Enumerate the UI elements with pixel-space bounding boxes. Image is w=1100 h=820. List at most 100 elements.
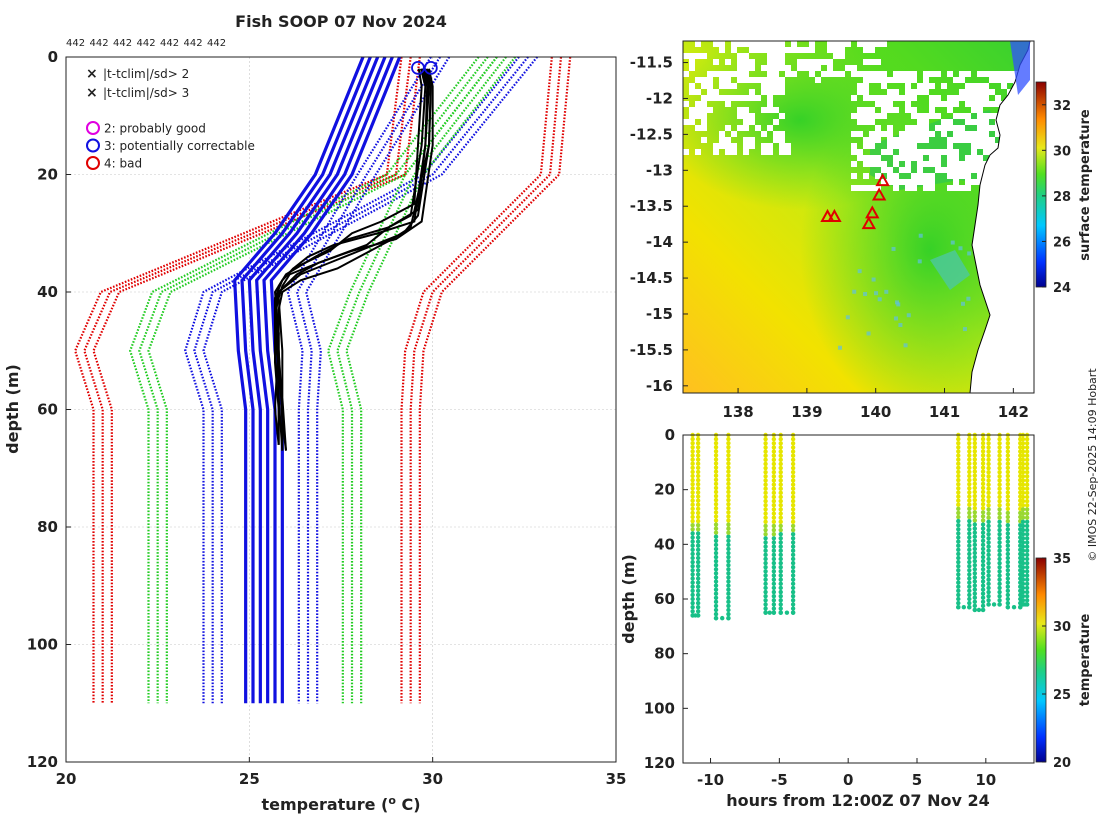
cast-sample-point: [980, 473, 986, 478]
cast-sample-point: [986, 577, 991, 582]
cloud-pixel: [953, 167, 965, 173]
envelope-line-blue: [202, 56, 539, 704]
cast-sample-point: [1020, 486, 1026, 491]
cloud-pixel: [929, 71, 941, 77]
cloud-pixel: [737, 53, 749, 59]
cast-sample-point: [972, 603, 978, 609]
cast-sample-point: [986, 503, 991, 508]
cast-sample-point: [956, 477, 961, 483]
cast-sample-point: [713, 607, 719, 613]
cast-sample-point: [986, 498, 991, 504]
cast-sample-point: [967, 527, 972, 532]
cast-sample-point: [1020, 461, 1026, 467]
cast-sample-point: [956, 469, 961, 475]
cast-sample-point: [1020, 449, 1026, 454]
cast-sample-point: [778, 465, 783, 471]
sst-speckle: [852, 289, 857, 294]
drop-marker-triangle: [865, 205, 880, 219]
cloud-pixel: [689, 83, 695, 89]
cloud-pixel: [695, 125, 701, 131]
cast-sample-point: [997, 598, 1002, 603]
cloud-pixel: [917, 167, 923, 173]
cast-sample-point: [972, 538, 978, 543]
envelope-line-red: [400, 56, 553, 704]
cast-sample-point: [790, 556, 796, 562]
cloud-pixel: [857, 89, 869, 95]
cast-sample-point: [997, 494, 1002, 500]
cloud-pixel: [863, 161, 869, 167]
cast-sample-point: [980, 567, 986, 572]
sst-speckle: [967, 251, 972, 256]
cast-sample-point: [790, 498, 796, 504]
cast-sample-point: [1005, 518, 1011, 524]
cast-sample-point: [1005, 461, 1011, 466]
cast-sample-point: [713, 489, 719, 495]
cast-sample-point: [778, 449, 783, 454]
cloud-pixel: [917, 161, 929, 167]
cast-sample-point: [956, 502, 961, 507]
cast-sample-point: [778, 498, 783, 504]
cast-sample-point: [713, 575, 719, 580]
cast-sample-point: [790, 461, 796, 467]
cast-sample-point: [956, 436, 961, 442]
cast-sample-point: [1020, 519, 1026, 524]
cast-sample-point: [713, 469, 719, 474]
cloud-pixel: [827, 65, 833, 71]
cast-sample-point: [997, 511, 1002, 516]
cast-sample-point: [726, 571, 731, 576]
land-coastline: [969, 41, 1034, 393]
cloud-pixel: [701, 125, 707, 131]
cast-sample-point: [790, 523, 796, 529]
cloud-pixel: [923, 137, 929, 143]
cast-sample-point: [771, 469, 777, 475]
cloud-pixel: [971, 119, 983, 125]
cast-sample-point: [695, 539, 701, 544]
cloud-pixel: [881, 95, 893, 101]
sst-speckle: [906, 313, 911, 318]
cloud-pixel: [1001, 71, 1013, 77]
cast-sample-point: [726, 501, 731, 507]
cast-sample-point: [1005, 453, 1011, 458]
cloud-pixel: [773, 77, 785, 83]
cast-sample-point: [1005, 580, 1011, 585]
cloud-pixel: [905, 83, 911, 89]
cast-sample-point: [763, 536, 768, 541]
cast-sample-point: [695, 551, 701, 557]
cast-sample-point: [972, 575, 978, 580]
cast-sample-point: [997, 478, 1002, 483]
cast-sample-point: [986, 519, 991, 524]
cloud-pixel: [779, 41, 785, 47]
time-depth-y-tick-label: 120: [644, 754, 675, 772]
cast-sample-point: [986, 470, 991, 475]
sst-speckle: [871, 277, 876, 282]
cast-sample-point: [713, 554, 719, 560]
cast-sample-point: [986, 540, 991, 545]
cast-sample-point: [961, 605, 966, 610]
cast-sample-point: [967, 441, 972, 446]
cast-sample-point: [980, 538, 986, 543]
cast-sample-point: [986, 556, 991, 562]
cast-sample-point: [690, 576, 695, 581]
cloud-pixel: [701, 83, 707, 89]
cloud-pixel: [689, 53, 695, 59]
cloud-pixel: [905, 77, 917, 83]
cast-sample-point: [980, 457, 986, 462]
cloud-pixel: [947, 155, 959, 161]
map-x-tick-label: 142: [998, 403, 1029, 421]
cast-sample-point: [726, 477, 731, 482]
cast-sample-point: [771, 598, 777, 603]
map-colorbar-label: surface temperature: [1078, 109, 1093, 261]
cast-sample-point: [726, 583, 731, 588]
cast-sample-point: [790, 531, 796, 537]
cast-sample-point: [967, 490, 972, 495]
cast-sample-point: [986, 552, 991, 558]
cast-sample-point: [986, 602, 991, 607]
cast-sample-point: [1020, 573, 1026, 578]
cast-sample-point: [967, 568, 972, 573]
cast-sample-point: [997, 486, 1002, 491]
sst-speckle: [895, 300, 900, 305]
cast-sample-point: [763, 556, 768, 562]
cast-sample-point: [980, 591, 986, 596]
cloud-pixel: [971, 107, 977, 113]
cast-sample-point: [1005, 551, 1011, 557]
